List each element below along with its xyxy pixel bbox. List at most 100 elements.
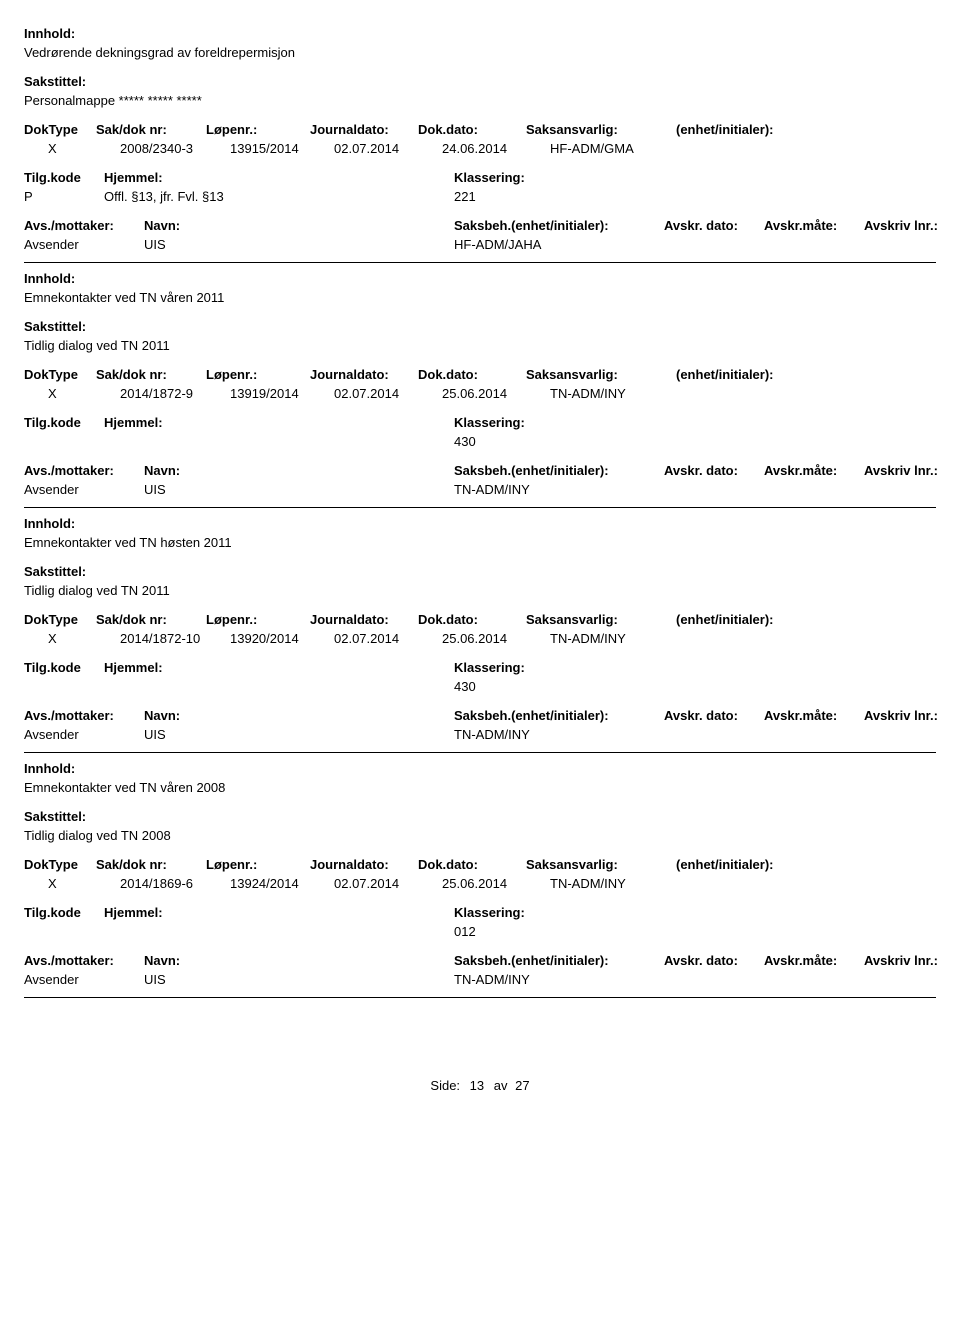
doktype-value: X	[24, 386, 120, 401]
dokdato-value: 24.06.2014	[442, 141, 550, 156]
journaldato-label: Journaldato:	[310, 612, 418, 627]
journaldato-value: 02.07.2014	[334, 141, 442, 156]
klassering-label: Klassering:	[454, 660, 936, 675]
saksansvarlig-label: Saksansvarlig:	[526, 612, 676, 627]
tilgkode-label: Tilg.kode	[24, 905, 104, 920]
doktype-label: DokType	[24, 367, 96, 382]
page-current: 13	[470, 1078, 484, 1093]
dokdato-value: 25.06.2014	[442, 631, 550, 646]
sakstittel-value: Personalmappe ***** ***** *****	[24, 93, 936, 108]
journaldato-value: 02.07.2014	[334, 386, 442, 401]
page-total: 27	[515, 1078, 529, 1093]
saksbeh-value: TN-ADM/INY	[454, 727, 936, 742]
doktype-value: X	[24, 631, 120, 646]
sakdoknr-label: Sak/dok nr:	[96, 367, 206, 382]
navn-label: Navn:	[144, 463, 454, 478]
enhetinitialer-value	[700, 386, 936, 401]
side-label: Side:	[430, 1078, 460, 1093]
hjemmel-label: Hjemmel:	[104, 905, 163, 920]
hjemmel-label: Hjemmel:	[104, 660, 163, 675]
lopenr-value: 13919/2014	[230, 386, 334, 401]
lopenr-label: Løpenr.:	[206, 122, 310, 137]
hjemmel-label: Hjemmel:	[104, 170, 163, 185]
enhetinitialer-label: (enhet/initialer):	[676, 612, 936, 627]
dokdato-label: Dok.dato:	[418, 857, 526, 872]
tilgkode-value: P	[24, 189, 104, 204]
doktype-label: DokType	[24, 857, 96, 872]
avskrdato-label: Avskr. dato:	[664, 708, 764, 723]
journaldato-label: Journaldato:	[310, 857, 418, 872]
avskrlnr-label: Avskriv lnr.:	[864, 218, 938, 233]
klassering-value: 221	[454, 189, 936, 204]
enhetinitialer-label: (enhet/initialer):	[676, 122, 936, 137]
journal-record: Innhold: Emnekontakter ved TN våren 2011…	[24, 263, 936, 508]
klassering-label: Klassering:	[454, 170, 936, 185]
doktype-value: X	[24, 876, 120, 891]
saksansvarlig-value: TN-ADM/INY	[550, 386, 700, 401]
sakstittel-label: Sakstittel:	[24, 809, 936, 824]
saksbeh-value: TN-ADM/INY	[454, 972, 936, 987]
innhold-value: Vedrørende dekningsgrad av foreldrepermi…	[24, 45, 936, 60]
doktype-label: DokType	[24, 612, 96, 627]
klassering-value: 430	[454, 679, 936, 694]
hjemmel-value: Offl. §13, jfr. Fvl. §13	[104, 189, 224, 204]
saksbeh-label: Saksbeh.(enhet/initialer):	[454, 218, 664, 233]
dokdato-label: Dok.dato:	[418, 367, 526, 382]
sakstittel-value: Tidlig dialog ved TN 2011	[24, 583, 936, 598]
dokdato-value: 25.06.2014	[442, 876, 550, 891]
enhetinitialer-label: (enhet/initialer):	[676, 367, 936, 382]
avskrmate-label: Avskr.måte:	[764, 218, 864, 233]
journaldato-value: 02.07.2014	[334, 631, 442, 646]
avskrlnr-label: Avskriv lnr.:	[864, 953, 938, 968]
journal-record: Innhold: Emnekontakter ved TN våren 2008…	[24, 753, 936, 998]
sakstittel-label: Sakstittel:	[24, 564, 936, 579]
innhold-label: Innhold:	[24, 761, 936, 776]
avskrmate-label: Avskr.måte:	[764, 708, 864, 723]
saksansvarlig-value: TN-ADM/INY	[550, 876, 700, 891]
navn-value: UIS	[144, 237, 454, 252]
lopenr-value: 13915/2014	[230, 141, 334, 156]
avsmottaker-value: Avsender	[24, 727, 144, 742]
page-footer: Side: 13 av 27	[24, 998, 936, 1133]
doktype-value: X	[24, 141, 120, 156]
enhetinitialer-label: (enhet/initialer):	[676, 857, 936, 872]
avsmottaker-label: Avs./mottaker:	[24, 953, 144, 968]
saksansvarlig-label: Saksansvarlig:	[526, 367, 676, 382]
sakdoknr-value: 2014/1869-6	[120, 876, 230, 891]
sakstittel-value: Tidlig dialog ved TN 2008	[24, 828, 936, 843]
tilgkode-label: Tilg.kode	[24, 660, 104, 675]
navn-label: Navn:	[144, 953, 454, 968]
journaldato-label: Journaldato:	[310, 122, 418, 137]
navn-value: UIS	[144, 727, 454, 742]
innhold-label: Innhold:	[24, 26, 936, 41]
tilgkode-label: Tilg.kode	[24, 170, 104, 185]
enhetinitialer-value	[700, 876, 936, 891]
klassering-value: 430	[454, 434, 936, 449]
avskrdato-label: Avskr. dato:	[664, 463, 764, 478]
klassering-label: Klassering:	[454, 415, 936, 430]
avsmottaker-label: Avs./mottaker:	[24, 708, 144, 723]
saksbeh-label: Saksbeh.(enhet/initialer):	[454, 463, 664, 478]
sakdoknr-value: 2014/1872-9	[120, 386, 230, 401]
sakdoknr-label: Sak/dok nr:	[96, 612, 206, 627]
avskrmate-label: Avskr.måte:	[764, 953, 864, 968]
dokdato-value: 25.06.2014	[442, 386, 550, 401]
innhold-value: Emnekontakter ved TN våren 2008	[24, 780, 936, 795]
lopenr-value: 13920/2014	[230, 631, 334, 646]
hjemmel-label: Hjemmel:	[104, 415, 163, 430]
sakdoknr-value: 2008/2340-3	[120, 141, 230, 156]
avsmottaker-value: Avsender	[24, 482, 144, 497]
avsmottaker-value: Avsender	[24, 972, 144, 987]
navn-value: UIS	[144, 482, 454, 497]
sakdoknr-label: Sak/dok nr:	[96, 857, 206, 872]
lopenr-label: Løpenr.:	[206, 367, 310, 382]
sakstittel-label: Sakstittel:	[24, 319, 936, 334]
klassering-value: 012	[454, 924, 936, 939]
saksansvarlig-value: TN-ADM/INY	[550, 631, 700, 646]
saksbeh-value: TN-ADM/INY	[454, 482, 936, 497]
sakdoknr-label: Sak/dok nr:	[96, 122, 206, 137]
avsmottaker-value: Avsender	[24, 237, 144, 252]
lopenr-label: Løpenr.:	[206, 857, 310, 872]
saksansvarlig-value: HF-ADM/GMA	[550, 141, 700, 156]
avskrmate-label: Avskr.måte:	[764, 463, 864, 478]
